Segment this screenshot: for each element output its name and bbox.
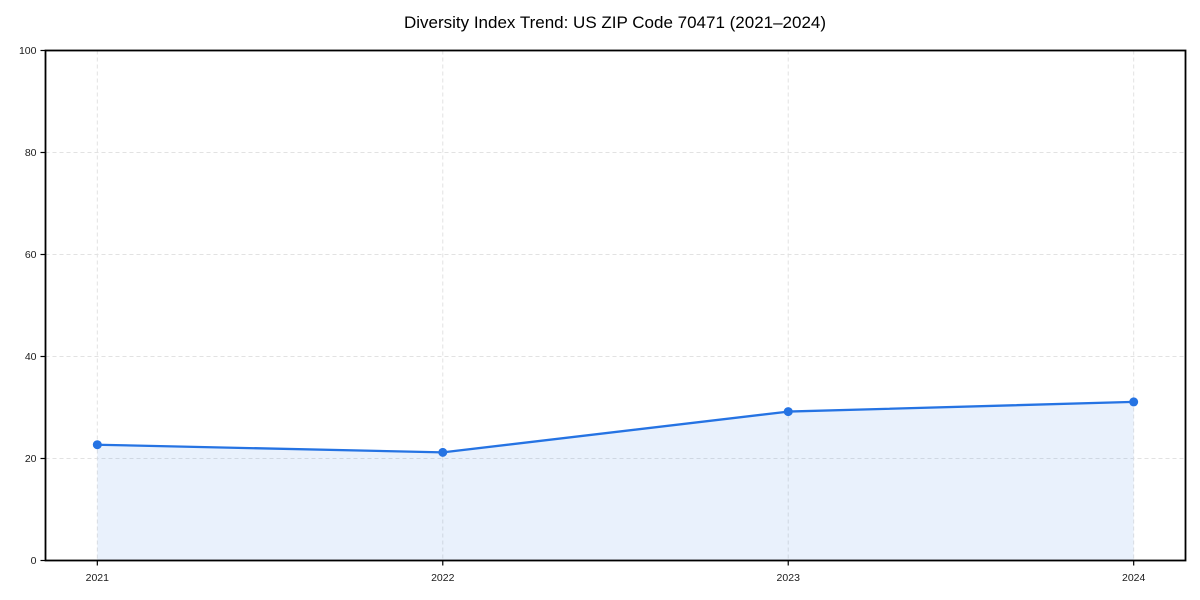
y-tick-label: 0 <box>31 555 37 567</box>
data-point-2021 <box>92 440 102 450</box>
data-point-2022 <box>438 447 448 457</box>
chart-title: Diversity Index Trend: US ZIP Code 70471… <box>403 13 827 32</box>
y-tick-label: 100 <box>19 45 37 57</box>
plot-border <box>44 49 1187 562</box>
x-tick-label: 2021 <box>86 572 110 584</box>
area-fill <box>97 401 1134 561</box>
data-point-2024 <box>1129 397 1139 407</box>
y-tick-label: 20 <box>25 453 37 465</box>
y-tick-label: 80 <box>25 147 37 159</box>
x-tick-label: 2022 <box>431 572 455 584</box>
y-tick-label: 60 <box>25 249 37 261</box>
x-tick-label: 2024 <box>1122 572 1146 584</box>
trend-line <box>96 400 1135 454</box>
data-point-2023 <box>783 407 793 417</box>
y-tick-label: 40 <box>25 351 37 363</box>
x-tick-label: 2023 <box>777 572 801 584</box>
